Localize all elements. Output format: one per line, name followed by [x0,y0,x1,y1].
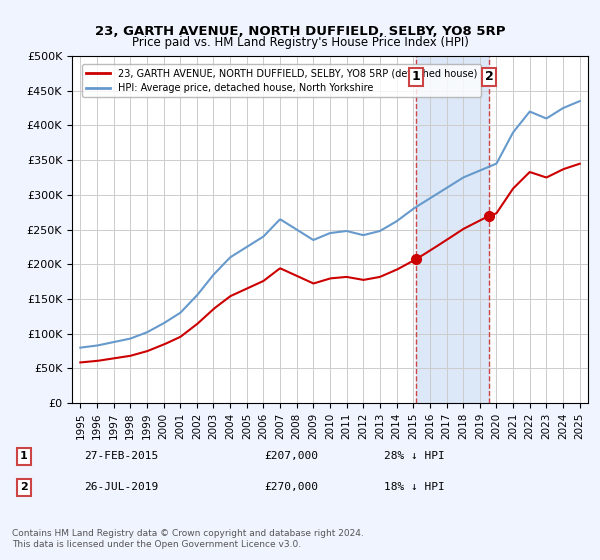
Text: 1: 1 [20,451,28,461]
Text: 23, GARTH AVENUE, NORTH DUFFIELD, SELBY, YO8 5RP: 23, GARTH AVENUE, NORTH DUFFIELD, SELBY,… [95,25,505,38]
Text: 2: 2 [485,71,494,83]
Text: Price paid vs. HM Land Registry's House Price Index (HPI): Price paid vs. HM Land Registry's House … [131,36,469,49]
Text: 26-JUL-2019: 26-JUL-2019 [84,482,158,492]
Bar [416,56,489,403]
Text: £207,000: £207,000 [264,451,318,461]
Legend: 23, GARTH AVENUE, NORTH DUFFIELD, SELBY, YO8 5RP (detached house), HPI: Average : 23, GARTH AVENUE, NORTH DUFFIELD, SELBY,… [82,64,481,97]
Text: 1: 1 [412,71,420,83]
Text: £270,000: £270,000 [264,482,318,492]
Text: Contains HM Land Registry data © Crown copyright and database right 2024.
This d: Contains HM Land Registry data © Crown c… [12,529,364,549]
Text: 28% ↓ HPI: 28% ↓ HPI [384,451,445,461]
Text: 18% ↓ HPI: 18% ↓ HPI [384,482,445,492]
Text: 2: 2 [20,482,28,492]
Text: 27-FEB-2015: 27-FEB-2015 [84,451,158,461]
